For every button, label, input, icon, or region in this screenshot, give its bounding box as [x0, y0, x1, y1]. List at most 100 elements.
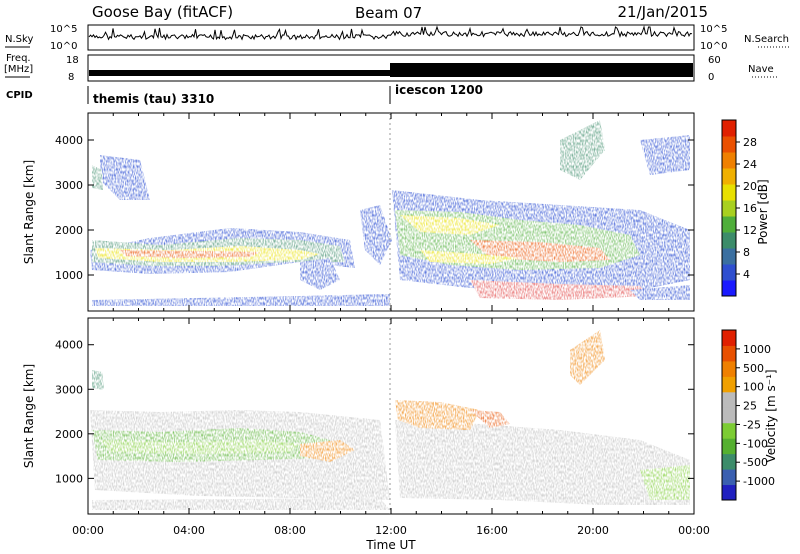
colorbar-tick-label: 28: [743, 136, 757, 149]
colorbar-segment: [722, 232, 736, 249]
power-echo-region: [120, 250, 260, 258]
freq-trace-left: [89, 70, 390, 76]
freq-label: Freq.: [6, 53, 31, 64]
y-tick-label: 2000: [55, 428, 83, 441]
colorbar-tick-label: 100: [743, 381, 764, 394]
velocity-data-patches: [90, 330, 690, 510]
velocity-echo-region: [395, 400, 480, 430]
x-tick-label: 00:00: [678, 524, 710, 537]
colorbar-segment: [722, 438, 736, 455]
colorbar-segment: [722, 376, 736, 393]
velocity-colorbar-label: Velocity [m s⁻¹]: [764, 369, 778, 462]
nsky-trace: [88, 25, 693, 41]
colorbar-segment: [722, 391, 736, 408]
cpid-program-2: icescon 1200: [395, 83, 483, 97]
power-echo-region: [420, 250, 520, 264]
y-tick-label: 4000: [55, 134, 83, 147]
cpid-label: CPID: [6, 90, 33, 101]
colorbar-segment: [722, 345, 736, 362]
power-echo-region: [100, 155, 150, 200]
station-title: Goose Bay (fitACF): [92, 3, 233, 21]
colorbar-segment: [722, 422, 736, 439]
colorbar-segment: [722, 360, 736, 377]
nave-trace-right: [390, 63, 693, 77]
colorbar-tick-label: 1000: [743, 343, 771, 356]
colorbar-tick-label: -100: [743, 437, 768, 450]
nave-tick-top: 60: [708, 55, 721, 66]
colorbar-segment: [722, 264, 736, 281]
power-echo-region: [640, 135, 690, 175]
colorbar-segment: [722, 152, 736, 169]
freq-panel-frame: [87, 54, 695, 82]
date-title: 21/Jan/2015: [618, 3, 709, 21]
velocity-x-ticks: [87, 318, 695, 514]
power-echo-region: [300, 258, 340, 290]
time-axis-title: Time UT: [365, 538, 416, 552]
power-echo-region: [630, 285, 690, 300]
power-echo-region: [92, 165, 103, 190]
nsearch-label: N.Search: [744, 34, 789, 45]
colorbar-tick-label: -500: [743, 456, 768, 469]
colorbar-segment: [722, 184, 736, 201]
y-tick-label: 1000: [55, 472, 83, 485]
nsearch-tick-bottom: 10^0: [700, 41, 727, 52]
nsky-label: N.Sky: [5, 34, 33, 45]
colorbar-frame: [721, 329, 737, 501]
colorbar-segment: [722, 136, 736, 153]
colorbar-segment: [722, 168, 736, 185]
velocity-colorbar: 1000 500 100 25 -25 -100 -500 -1000: [721, 329, 775, 501]
velocity-echo-region: [395, 420, 690, 505]
power-echo-region: [360, 205, 392, 265]
freq-tick-top: 18: [66, 55, 79, 66]
y-tick-label: 2000: [55, 224, 83, 237]
colorbar-segment: [722, 469, 736, 486]
colorbar-segment: [722, 248, 736, 265]
y-tick-label: 4000: [55, 339, 83, 352]
x-tick-label: 16:00: [476, 524, 508, 537]
colorbar-segment: [722, 280, 736, 297]
power-echo-region: [470, 280, 650, 300]
velocity-echo-region: [640, 465, 690, 500]
power-echo-region: [92, 294, 390, 306]
nave-tick-bottom: 0: [708, 72, 714, 83]
colorbar-tick-label: 16: [743, 202, 757, 215]
colorbar-segment: [722, 330, 736, 346]
freq-unit: [MHz]: [4, 64, 33, 75]
x-tick-label: 20:00: [577, 524, 609, 537]
power-y-ticks: 1000 2000 3000 4000: [55, 134, 694, 282]
velocity-echo-region: [100, 440, 300, 454]
power-y-axis-label: Slant Range [km]: [22, 160, 36, 264]
colorbar-tick-label: 24: [743, 158, 757, 171]
time-axis-labels: 00:00 04:00 08:00 12:00 16:00 20:00 00:00: [72, 524, 710, 537]
velocity-y-axis-label: Slant Range [km]: [22, 364, 36, 468]
x-tick-label: 00:00: [72, 524, 104, 537]
colorbar-tick-label: 25: [743, 400, 757, 413]
velocity-echo-region: [570, 330, 605, 385]
y-tick-label: 3000: [55, 383, 83, 396]
nsky-tick-bottom: 10^0: [50, 41, 77, 52]
cpid-program-1: themis (tau) 3310: [93, 92, 214, 106]
colorbar-segment: [722, 407, 736, 424]
beam-title: Beam 07: [355, 4, 422, 22]
freq-tick-bottom: 8: [68, 72, 74, 83]
velocity-echo-region: [470, 410, 510, 428]
colorbar-segment: [722, 453, 736, 470]
colorbar-tick-label: -25: [743, 418, 761, 431]
nave-label: Nave: [748, 64, 774, 75]
power-x-ticks: [87, 113, 695, 311]
velocity-echo-region: [300, 440, 355, 462]
colorbar-segment: [722, 200, 736, 217]
velocity-echo-region: [92, 370, 104, 390]
velocity-heatmap-panel: 1000 2000 3000 4000 Slant Range [km]: [22, 317, 695, 515]
velocity-echo-region: [92, 498, 390, 510]
colorbar-tick-label: -1000: [743, 475, 775, 488]
power-echo-region: [400, 215, 500, 235]
colorbar-tick-label: 4: [743, 268, 750, 281]
x-tick-label: 12:00: [375, 524, 407, 537]
power-echo-region: [560, 120, 605, 180]
power-colorbar-label: Power [dB]: [756, 179, 770, 244]
colorbar-segment: [722, 120, 736, 137]
colorbar-segment: [722, 216, 736, 233]
